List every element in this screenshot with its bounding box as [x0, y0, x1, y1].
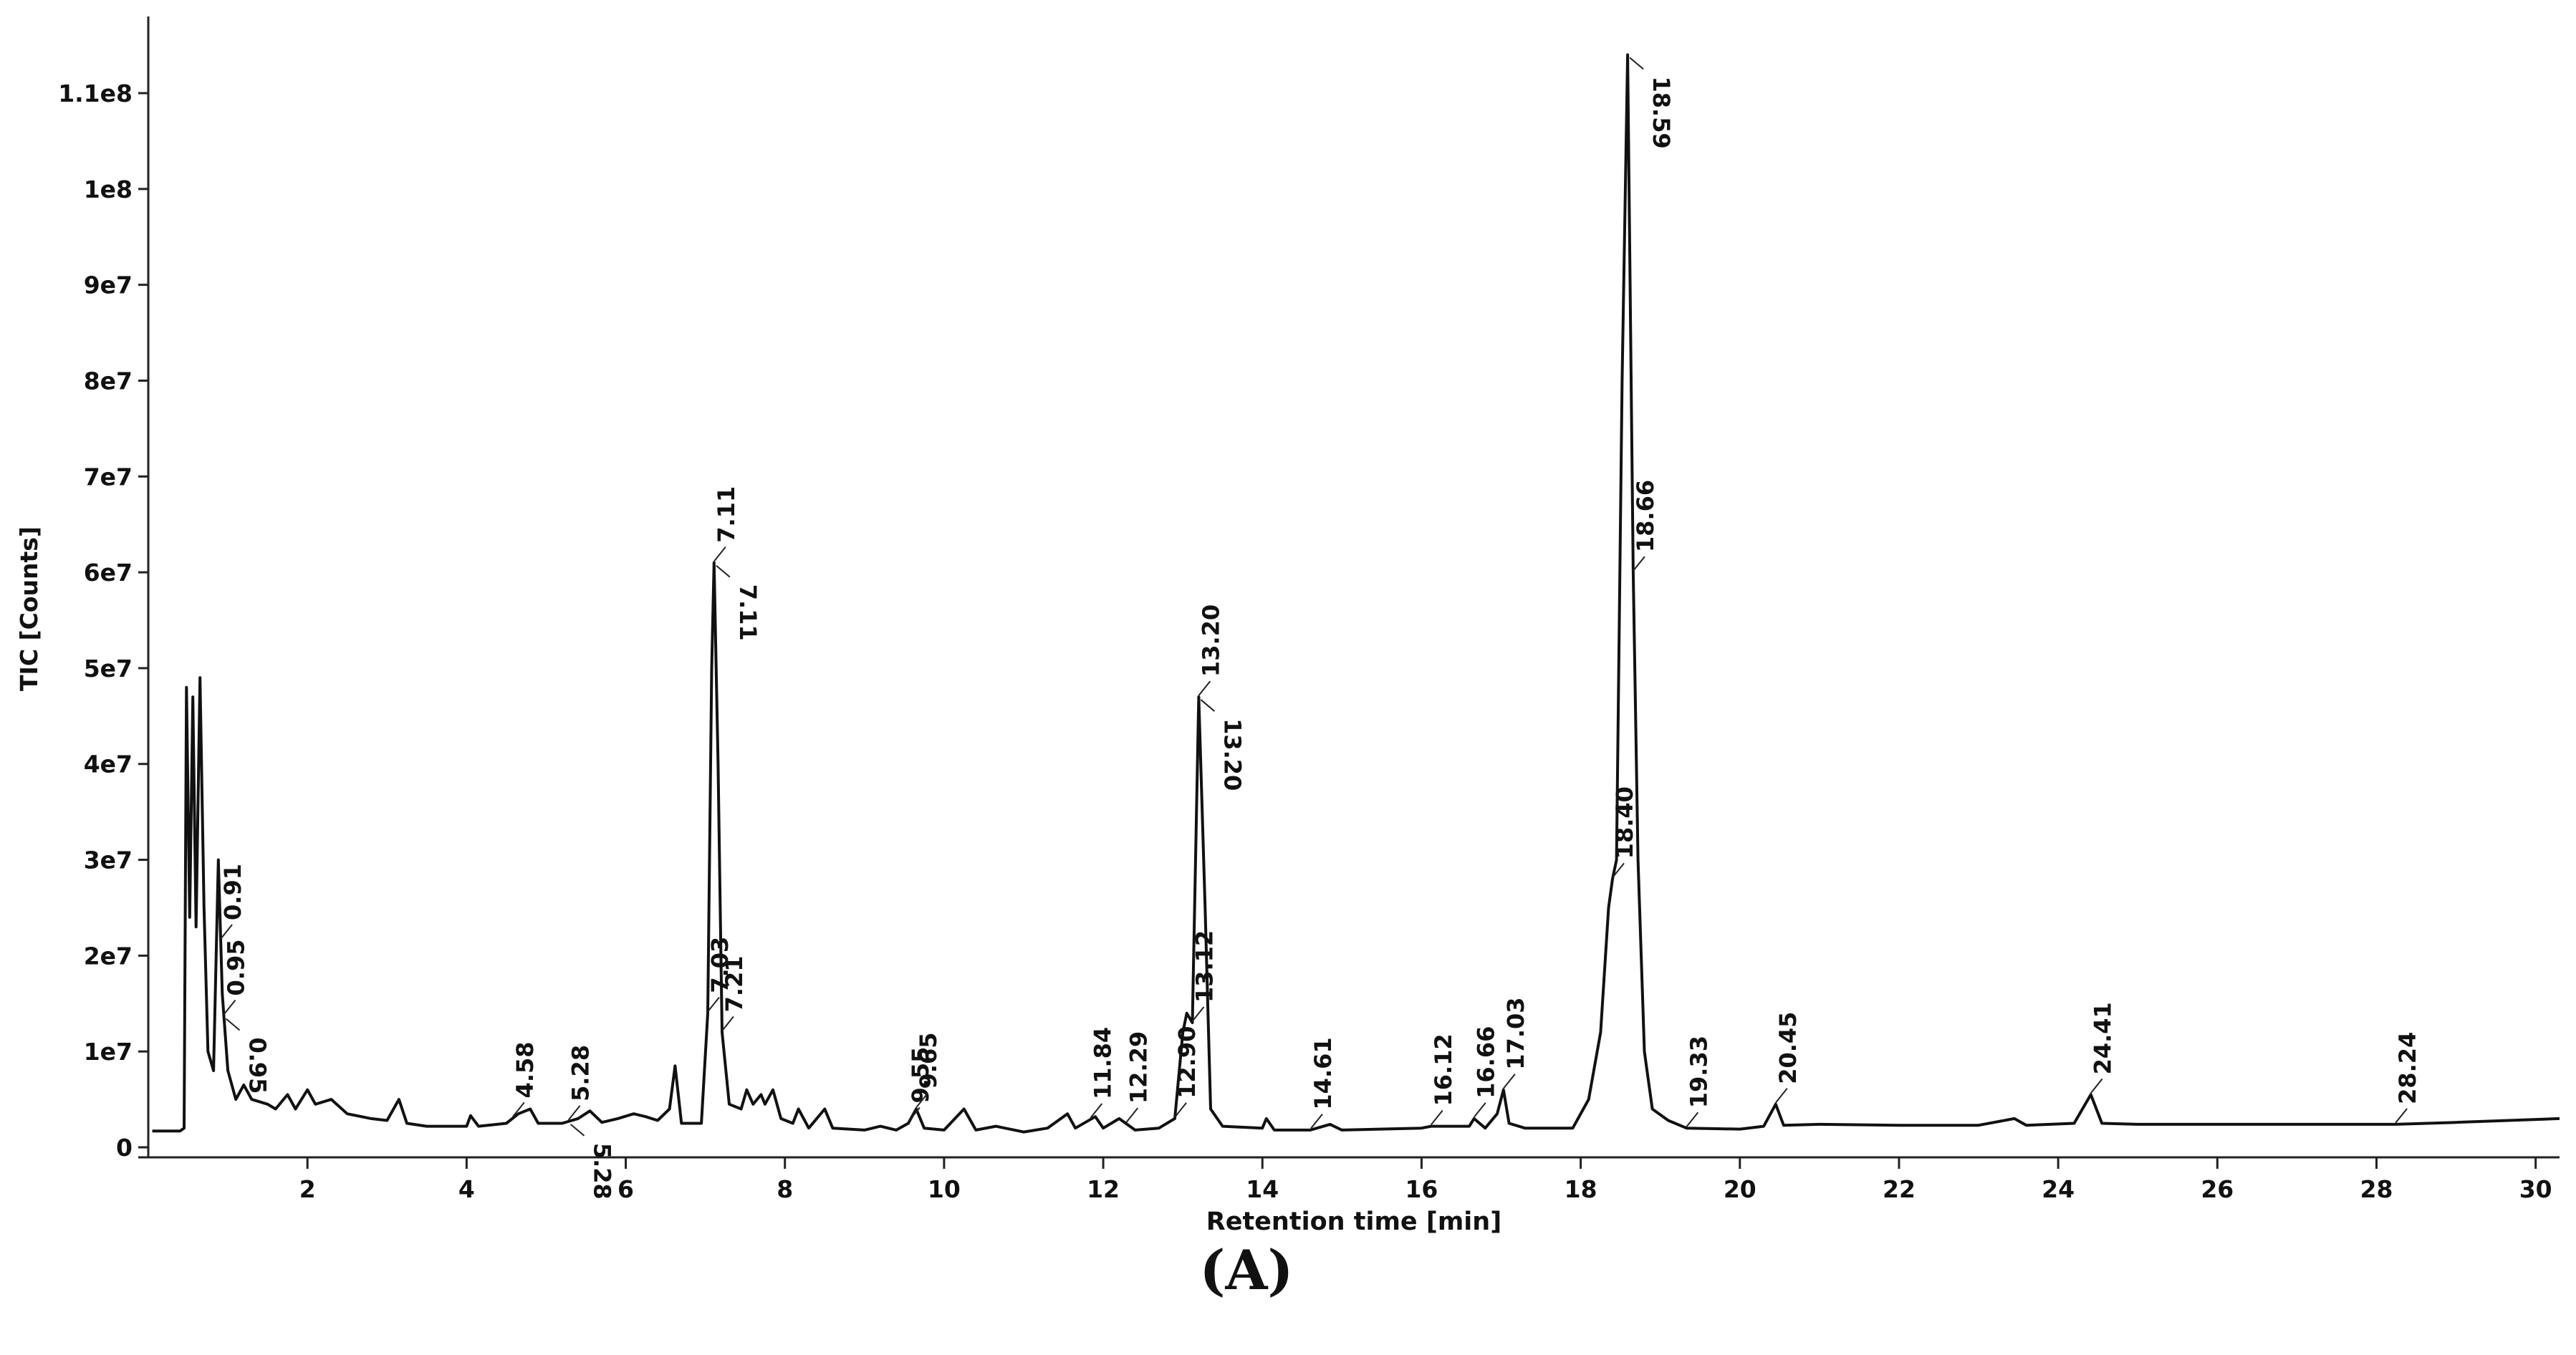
annotation: 7.11	[734, 584, 761, 641]
annotation: 18.40	[1611, 786, 1638, 859]
y-tick-label: 7e7	[84, 463, 133, 491]
annotation: 14.61	[1309, 1037, 1337, 1109]
annotation-leader	[1686, 1112, 1699, 1127]
annotation: 13.20	[1197, 604, 1224, 677]
x-tick-label: 2	[299, 1175, 316, 1203]
annotation: 17.03	[1502, 997, 1529, 1069]
annotation-leader	[1200, 699, 1216, 712]
annotation: 18.59	[1648, 77, 1675, 149]
annotation-leader	[1174, 1102, 1187, 1118]
annotation-leader	[2395, 1108, 2408, 1124]
annotation: 7.11	[713, 486, 740, 543]
annotation-leader	[1125, 1107, 1139, 1123]
annotation: 16.12	[1430, 1033, 1457, 1106]
x-tick-label: 8	[777, 1175, 793, 1203]
annotation: 13.12	[1191, 930, 1218, 1003]
x-tick-label: 16	[1405, 1175, 1438, 1203]
x-tick-label: 14	[1246, 1175, 1279, 1203]
x-tick-label: 30	[2519, 1175, 2552, 1203]
annotation: 5.28	[589, 1143, 616, 1200]
annotation-leader	[1633, 556, 1645, 572]
annotation: 9.55	[907, 1047, 934, 1104]
trace	[152, 53, 2560, 1134]
annotation-leader	[915, 1092, 928, 1109]
y-tick-label: 6e7	[84, 559, 133, 587]
annotation-leader	[1629, 57, 1644, 70]
annotation-leader	[908, 1106, 921, 1123]
annotation: 0.91	[219, 864, 246, 920]
x-axis-label: Retention time [min]	[1206, 1207, 1501, 1236]
annotation-leader	[1430, 1109, 1443, 1126]
annotation-leader	[716, 564, 731, 578]
annotation-leader	[1473, 1102, 1486, 1118]
annotation-leader	[2090, 1078, 2103, 1094]
annotation: 0.95	[244, 1037, 271, 1094]
x-tick-label: 6	[617, 1175, 634, 1203]
annotation-leader	[1090, 1103, 1103, 1119]
annotation-leader	[225, 1018, 241, 1031]
x-tick-label: 20	[1724, 1175, 1756, 1203]
annotation: 28.24	[2394, 1032, 2421, 1104]
y-tick-label: 0	[116, 1134, 133, 1162]
y-tick-label: 1.1e8	[58, 79, 133, 107]
y-tick-label: 3e7	[84, 847, 133, 874]
x-tick-label: 12	[1087, 1175, 1120, 1203]
annotation: 19.33	[1685, 1036, 1712, 1108]
x-tick-label: 22	[1883, 1175, 1916, 1203]
annotation-leader	[1774, 1088, 1788, 1104]
annotation-leader	[1191, 1006, 1205, 1022]
x-tick-label: 24	[2042, 1175, 2075, 1203]
annotation: 4.58	[511, 1041, 539, 1098]
annotation-leader	[713, 546, 726, 562]
y-tick-label: 9e7	[84, 271, 133, 299]
annotation: 9.65	[915, 1033, 942, 1089]
x-tick-label: 28	[2360, 1175, 2393, 1203]
annotation: 18.66	[1632, 480, 1659, 552]
annotation: 13.20	[1219, 718, 1246, 791]
annotation: 11.84	[1089, 1027, 1116, 1099]
annotation-leader	[223, 999, 236, 1016]
x-tick-label: 10	[928, 1175, 961, 1203]
annotation-leader	[1503, 1074, 1516, 1089]
x-tick-label: 18	[1565, 1175, 1597, 1203]
y-axis-label: TIC [Counts]	[15, 526, 43, 691]
annotation: 12.90	[1173, 1026, 1201, 1099]
x-tick-label: 26	[2201, 1175, 2234, 1203]
annotation-leader	[707, 997, 720, 1013]
annotation-leader	[1198, 680, 1211, 696]
y-tick-label: 4e7	[84, 751, 133, 778]
annotation-leader	[512, 1101, 525, 1118]
annotation: 24.41	[2090, 1002, 2117, 1074]
annotation: 12.29	[1125, 1031, 1152, 1104]
y-tick-label: 1e8	[84, 175, 133, 203]
y-tick-label: 5e7	[84, 655, 133, 683]
annotation: 20.45	[1774, 1012, 1802, 1084]
annotation: 5.28	[567, 1045, 595, 1101]
chart-title: (A)	[1200, 1238, 1294, 1302]
annotation-leader	[721, 1016, 734, 1032]
y-tick-label: 8e7	[84, 367, 133, 395]
annotation: 16.66	[1473, 1026, 1500, 1099]
y-tick-label: 2e7	[84, 942, 133, 970]
x-tick-label: 4	[458, 1175, 475, 1203]
annotation: 0.95	[223, 940, 250, 996]
annotation-leader	[1310, 1113, 1323, 1129]
y-tick-label: 1e7	[84, 1038, 133, 1066]
annotation-leader	[220, 924, 233, 940]
annotation: 7.21	[721, 955, 748, 1012]
annotation-leader	[567, 1105, 581, 1121]
annotation-leader	[569, 1124, 585, 1137]
annotation: 7.03	[706, 937, 734, 993]
annotation-leader	[1612, 862, 1625, 878]
